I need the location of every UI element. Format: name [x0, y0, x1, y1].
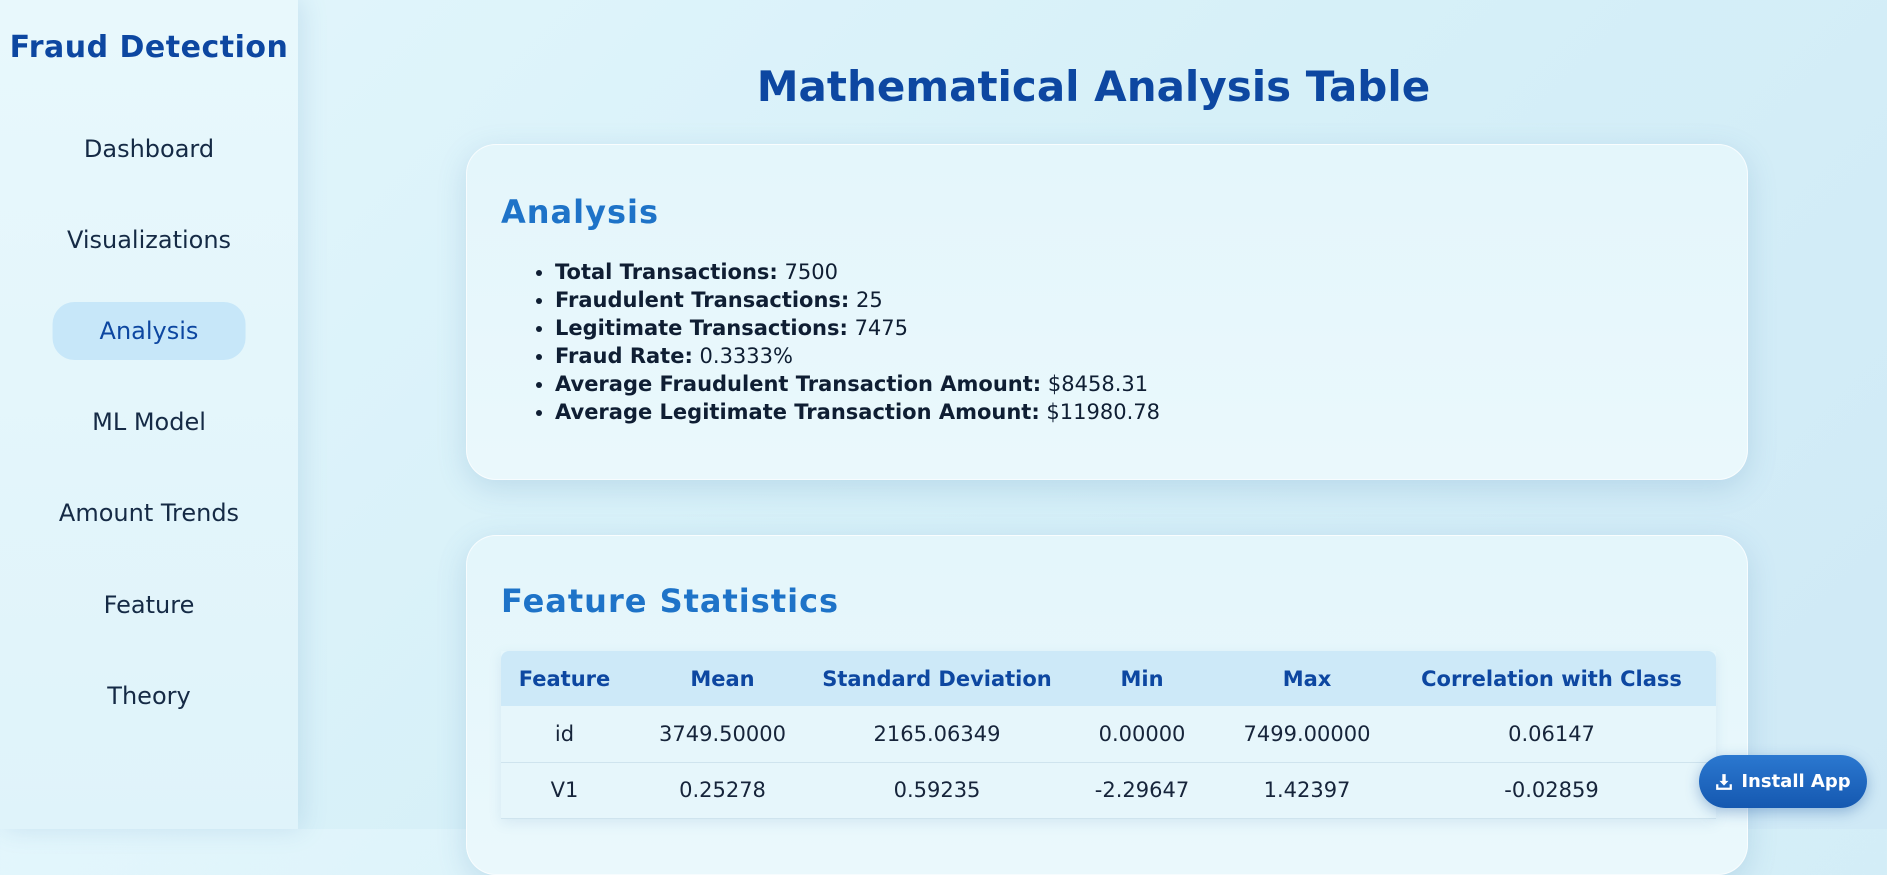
table-cell: id [501, 706, 628, 763]
sidebar-item-feature[interactable]: Feature [103, 591, 195, 619]
sidebar-item-analysis[interactable]: Analysis [52, 302, 246, 360]
column-header[interactable]: Correlation with Class [1387, 651, 1716, 706]
feature-statistics-heading: Feature Statistics [501, 582, 840, 620]
sidebar: Fraud Detection Dashboard Visualizations… [0, 0, 298, 829]
sidebar-item-visualizations[interactable]: Visualizations [66, 226, 232, 254]
column-header[interactable]: Mean [628, 651, 817, 706]
stat-fraud-rate: Fraud Rate: 0.3333% [555, 342, 1160, 370]
column-header[interactable]: Min [1057, 651, 1227, 706]
sidebar-item-dashboard[interactable]: Dashboard [83, 135, 215, 163]
download-icon [1716, 773, 1733, 790]
table-cell: 7499.00000 [1227, 706, 1387, 763]
table-row: V1 0.25278 0.59235 -2.29647 1.42397 -0.0… [501, 762, 1716, 819]
app-brand: Fraud Detection [9, 30, 289, 65]
table-cell: 0.25278 [628, 762, 817, 819]
table-cell: V1 [501, 762, 628, 819]
table-cell: -0.02859 [1387, 762, 1716, 819]
table-row: id 3749.50000 2165.06349 0.00000 7499.00… [501, 706, 1716, 763]
table-cell: -2.29647 [1057, 762, 1227, 819]
feature-statistics-card: Feature Statistics Feature Mean Standard… [466, 535, 1748, 875]
analysis-stats-list: Total Transactions: 7500 Fraudulent Tran… [555, 258, 1160, 426]
feature-statistics-table: Feature Mean Standard Deviation Min Max … [501, 651, 1716, 819]
column-header[interactable]: Max [1227, 651, 1387, 706]
stat-fraudulent-transactions: Fraudulent Transactions: 25 [555, 286, 1160, 314]
analysis-heading: Analysis [501, 193, 660, 231]
table-cell: 1.42397 [1227, 762, 1387, 819]
install-app-label: Install App [1741, 771, 1851, 792]
stat-legitimate-transactions: Legitimate Transactions: 7475 [555, 314, 1160, 342]
sidebar-item-amount-trends[interactable]: Amount Trends [58, 499, 240, 527]
sidebar-item-ml-model[interactable]: ML Model [92, 408, 206, 436]
stat-avg-legitimate-amount: Average Legitimate Transaction Amount: $… [555, 398, 1160, 426]
stat-avg-fraudulent-amount: Average Fraudulent Transaction Amount: $… [555, 370, 1160, 398]
analysis-card: Analysis Total Transactions: 7500 Fraudu… [466, 144, 1748, 480]
sidebar-item-theory[interactable]: Theory [107, 682, 191, 710]
table-header-row: Feature Mean Standard Deviation Min Max … [501, 651, 1716, 706]
install-app-button[interactable]: Install App [1699, 755, 1867, 808]
table-cell: 0.06147 [1387, 706, 1716, 763]
column-header[interactable]: Feature [501, 651, 628, 706]
table-cell: 2165.06349 [817, 706, 1057, 763]
page-title: Mathematical Analysis Table [756, 62, 1431, 111]
column-header[interactable]: Standard Deviation [817, 651, 1057, 706]
table-cell: 3749.50000 [628, 706, 817, 763]
table-cell: 0.00000 [1057, 706, 1227, 763]
table-cell: 0.59235 [817, 762, 1057, 819]
stat-total-transactions: Total Transactions: 7500 [555, 258, 1160, 286]
